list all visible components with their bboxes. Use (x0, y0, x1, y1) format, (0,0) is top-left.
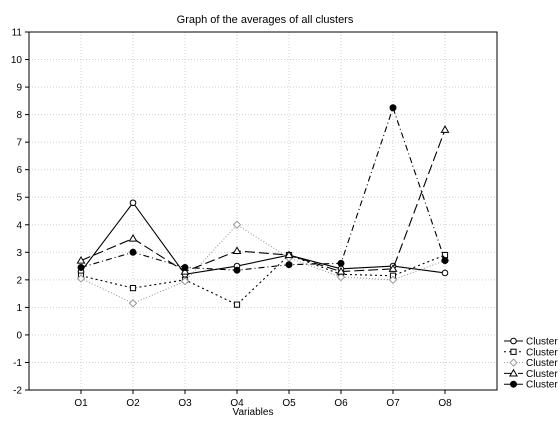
data-point (337, 259, 345, 267)
legend-marker (510, 348, 517, 355)
y-tick-label: -2 (13, 386, 22, 397)
legend-label: Cluster 3 (526, 358, 560, 369)
data-point (129, 285, 137, 292)
x-tick-label: O3 (178, 398, 192, 409)
series-5 (77, 104, 449, 274)
y-tick-label: 1 (16, 303, 22, 314)
data-point (180, 277, 190, 286)
data-point (440, 125, 450, 133)
y-tick-label: 3 (16, 248, 22, 259)
grid-lines (29, 32, 497, 390)
chart-title: Graph of the averages of all clusters (177, 14, 354, 26)
series-line (80, 106, 446, 271)
legend: Cluster 1Cluster 2Cluster 3Cluster 4Clus… (504, 337, 560, 391)
y-tick-label: -1 (13, 358, 22, 369)
y-tick-label: 6 (16, 165, 22, 176)
x-tick-label: O2 (126, 398, 140, 409)
x-tick-label: O1 (74, 398, 88, 409)
y-tick-label: 7 (16, 138, 22, 149)
series-line (80, 129, 446, 273)
data-point (233, 301, 241, 308)
y-tick-label: 4 (16, 220, 22, 231)
data-point (128, 233, 138, 242)
y-tick-label: 11 (12, 28, 23, 39)
data-point (76, 274, 86, 283)
data-point (285, 261, 293, 269)
x-tick-label: O6 (334, 398, 348, 409)
legend-item: Cluster 3 (504, 358, 560, 369)
data-point (336, 266, 346, 275)
y-tick-label: 5 (16, 193, 22, 204)
legend-marker (509, 358, 518, 367)
data-point (441, 269, 449, 277)
data-point (336, 272, 346, 282)
y-tick-label: 10 (11, 55, 23, 66)
x-tick-label: O5 (282, 398, 296, 409)
legend-marker (510, 337, 517, 345)
series-layer (76, 104, 450, 308)
y-tick-label: 8 (16, 110, 22, 121)
series-line (80, 224, 446, 304)
data-point (129, 248, 137, 256)
axis-ticks: -2 -1 0 1 2 3 4 5 6 7 8 9 10 11 O1 O2 O3 O4 O5 O6 O7 O8 (11, 28, 452, 410)
x-tick-label: O4 (230, 398, 244, 409)
data-point (232, 220, 242, 229)
data-point (180, 266, 190, 275)
data-point (388, 275, 398, 285)
legend-label: Cluster 1 (526, 337, 560, 348)
y-tick-label: 0 (16, 330, 22, 341)
plot-frame (28, 31, 498, 391)
legend-label: Cluster 5 (526, 380, 560, 391)
data-point (76, 255, 86, 264)
x-axis-label: Variables (233, 407, 274, 418)
legend-label: Cluster 4 (526, 369, 560, 380)
legend-marker (510, 380, 517, 388)
y-tick-label: 2 (16, 275, 22, 286)
data-point (233, 266, 241, 274)
data-point (77, 263, 85, 271)
data-point (388, 264, 398, 272)
data-point (284, 250, 294, 259)
legend-item: Cluster 1 (504, 337, 560, 348)
series-line (80, 201, 446, 275)
data-point (441, 257, 449, 265)
legend-item: Cluster 5 (504, 380, 560, 391)
data-point (129, 199, 137, 207)
legend-marker (509, 368, 518, 377)
data-point (232, 246, 242, 255)
data-point (128, 299, 138, 308)
x-tick-label: O7 (386, 398, 400, 409)
x-tick-label: O8 (438, 398, 452, 409)
series-4 (76, 125, 450, 275)
legend-label: Cluster 2 (526, 347, 560, 358)
data-point (181, 263, 189, 271)
legend-item: Cluster 4 (504, 368, 560, 380)
data-point (389, 104, 397, 112)
y-tick-label: 9 (16, 83, 22, 94)
legend-item: Cluster 2 (504, 347, 560, 358)
